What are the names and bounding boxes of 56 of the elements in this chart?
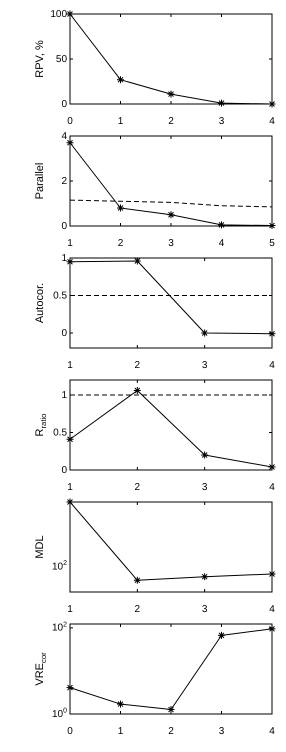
y-axis-title: MDL <box>34 535 46 559</box>
point <box>133 576 142 584</box>
point <box>116 204 124 212</box>
x-tick-label: 4 <box>218 238 225 249</box>
point <box>268 222 276 230</box>
x-tick-label: 3 <box>218 116 225 127</box>
point <box>268 570 276 578</box>
point <box>133 386 142 394</box>
x-tick-label: 2 <box>134 360 141 371</box>
y-axis-title: Autocor. <box>34 282 46 324</box>
y-tick-label: 1 <box>61 252 68 264</box>
point <box>66 258 74 266</box>
x-tick-label: 5 <box>269 238 276 249</box>
point <box>268 100 276 108</box>
x-tick-label: 3 <box>202 360 208 371</box>
y-tick-label: 2 <box>61 176 68 187</box>
point <box>66 435 74 444</box>
x-tick-label: 2 <box>134 482 141 493</box>
y-tick-label: 0 <box>61 464 68 476</box>
point <box>167 210 175 219</box>
x-tick-label: 3 <box>202 604 208 615</box>
point <box>66 138 74 147</box>
point <box>66 498 74 506</box>
x-tick-label: 2 <box>168 116 174 127</box>
y-tick-label: 50 <box>56 54 68 65</box>
y-axis-title: RPV, % <box>34 40 46 78</box>
x-tick-label: 2 <box>168 726 174 737</box>
x-tick-label: 3 <box>218 726 225 737</box>
point <box>200 451 209 459</box>
point <box>116 76 124 84</box>
x-tick-label: 1 <box>118 116 124 127</box>
y-tick-label: 1 <box>61 390 68 401</box>
y-tick-label: 0 <box>61 220 68 232</box>
x-tick-label: 4 <box>269 116 276 127</box>
x-tick-label: 2 <box>134 604 141 615</box>
y-tick-label: 0.5 <box>53 427 68 438</box>
point <box>167 90 175 98</box>
x-tick-label: 3 <box>202 482 208 493</box>
y-tick-label: 4 <box>61 130 68 142</box>
point <box>218 631 226 640</box>
x-tick-label: 4 <box>269 726 276 737</box>
x-tick-label: 2 <box>118 238 124 249</box>
x-tick-label: 4 <box>269 360 276 371</box>
y-axis-title: Parallel <box>34 162 46 200</box>
x-tick-label: 3 <box>168 238 174 249</box>
y-tick-label: 0 <box>61 98 68 110</box>
x-tick-label: 4 <box>269 604 276 615</box>
y-tick-label: 0 <box>61 328 68 339</box>
point <box>200 572 209 581</box>
point <box>116 700 124 708</box>
point <box>268 463 276 471</box>
x-tick-label: 1 <box>118 726 124 737</box>
x-tick-label: 4 <box>269 482 276 493</box>
point <box>200 329 209 337</box>
y-tick-label: 100 <box>50 8 68 20</box>
y-tick-label: 0.5 <box>53 290 68 302</box>
